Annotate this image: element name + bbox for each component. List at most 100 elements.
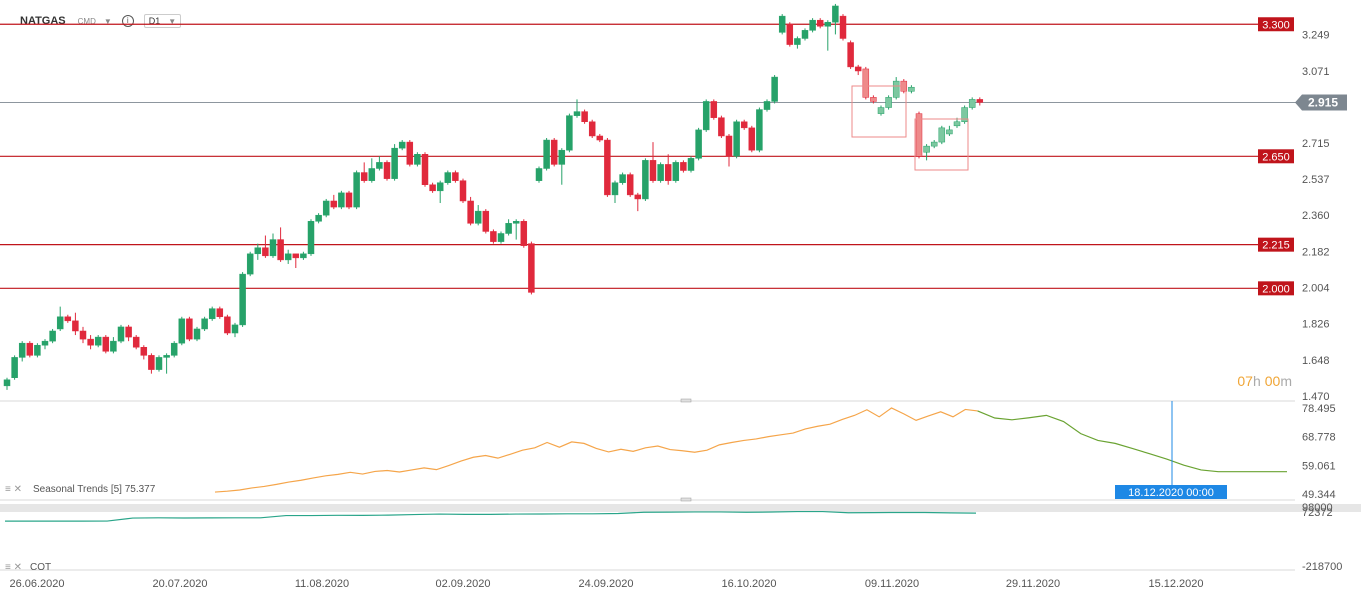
- candle[interactable]: [550, 139, 558, 165]
- candle[interactable]: [277, 239, 284, 261]
- candle[interactable]: [87, 338, 94, 346]
- candle[interactable]: [429, 184, 436, 192]
- candle[interactable]: [148, 355, 155, 370]
- candle[interactable]: [170, 342, 178, 356]
- candle[interactable]: [664, 164, 672, 181]
- candle[interactable]: [794, 38, 801, 45]
- pattern-box[interactable]: [914, 118, 969, 171]
- candle[interactable]: [193, 328, 201, 340]
- candle[interactable]: [140, 346, 148, 356]
- candle[interactable]: [862, 68, 870, 98]
- candle[interactable]: [535, 168, 543, 181]
- candle[interactable]: [604, 139, 611, 196]
- candle[interactable]: [725, 135, 733, 157]
- candle[interactable]: [284, 253, 292, 261]
- candle[interactable]: [634, 194, 642, 200]
- candle[interactable]: [596, 135, 604, 141]
- pane-resize-handle[interactable]: [680, 398, 692, 403]
- candle[interactable]: [885, 97, 892, 108]
- candle[interactable]: [953, 121, 961, 127]
- candle[interactable]: [178, 318, 186, 344]
- candle[interactable]: [581, 111, 588, 123]
- candle[interactable]: [300, 253, 307, 259]
- candle[interactable]: [345, 192, 353, 208]
- menu-close-icon[interactable]: ≡ ✕: [5, 484, 22, 495]
- candle[interactable]: [459, 180, 467, 202]
- candle[interactable]: [512, 221, 520, 224]
- candle[interactable]: [809, 19, 816, 31]
- candle[interactable]: [360, 172, 368, 181]
- candle[interactable]: [254, 247, 262, 255]
- candle[interactable]: [452, 172, 459, 181]
- candle[interactable]: [102, 336, 110, 352]
- candle[interactable]: [163, 355, 170, 358]
- candle[interactable]: [353, 172, 360, 208]
- candle[interactable]: [125, 326, 132, 338]
- timeframe-select[interactable]: D1 ▼: [143, 14, 182, 28]
- candle[interactable]: [421, 154, 429, 185]
- candle[interactable]: [824, 21, 832, 27]
- pattern-box[interactable]: [851, 85, 907, 138]
- info-circle-icon[interactable]: i: [121, 15, 134, 27]
- candle[interactable]: [771, 76, 778, 102]
- candle[interactable]: [383, 162, 391, 179]
- candle[interactable]: [611, 182, 619, 196]
- candle[interactable]: [976, 99, 984, 103]
- candle[interactable]: [201, 318, 208, 330]
- candle[interactable]: [117, 326, 125, 342]
- candle[interactable]: [490, 231, 497, 242]
- candle[interactable]: [338, 192, 345, 208]
- candle[interactable]: [718, 117, 725, 137]
- candle[interactable]: [520, 221, 528, 246]
- candle[interactable]: [816, 19, 824, 27]
- candle[interactable]: [763, 101, 771, 110]
- candle[interactable]: [414, 154, 421, 165]
- candle[interactable]: [908, 86, 915, 92]
- candle[interactable]: [94, 336, 102, 346]
- candle[interactable]: [467, 200, 474, 224]
- candle[interactable]: [832, 5, 839, 23]
- candle[interactable]: [11, 357, 18, 378]
- seasonal-indicator-label[interactable]: ≡ ✕ Seasonal Trends [5] 75.377: [5, 484, 156, 495]
- candle[interactable]: [56, 316, 64, 330]
- candle[interactable]: [680, 162, 687, 171]
- candle[interactable]: [246, 253, 254, 275]
- candle[interactable]: [3, 379, 11, 387]
- candle[interactable]: [626, 174, 634, 196]
- candle[interactable]: [870, 97, 877, 102]
- candle[interactable]: [938, 127, 946, 143]
- candle[interactable]: [482, 210, 490, 232]
- candle[interactable]: [657, 164, 664, 181]
- candle[interactable]: [528, 243, 535, 293]
- candle[interactable]: [49, 330, 56, 342]
- candle[interactable]: [946, 129, 953, 135]
- candle[interactable]: [702, 101, 710, 131]
- candle[interactable]: [18, 342, 26, 358]
- candle[interactable]: [566, 115, 573, 151]
- candle[interactable]: [34, 344, 41, 356]
- candle[interactable]: [239, 273, 246, 326]
- candle[interactable]: [748, 127, 756, 151]
- chevron-down-icon[interactable]: ▼: [103, 16, 112, 26]
- candle[interactable]: [406, 141, 414, 165]
- candle[interactable]: [474, 210, 482, 224]
- candle[interactable]: [497, 233, 505, 242]
- candle[interactable]: [26, 342, 34, 356]
- pane-resize-handle[interactable]: [680, 497, 692, 502]
- candle[interactable]: [740, 121, 748, 129]
- candle[interactable]: [961, 107, 968, 123]
- candle[interactable]: [436, 182, 444, 192]
- candle[interactable]: [877, 107, 885, 114]
- candle[interactable]: [376, 162, 383, 169]
- candle[interactable]: [330, 200, 338, 208]
- candle[interactable]: [368, 168, 376, 181]
- candle[interactable]: [695, 129, 702, 159]
- candle[interactable]: [224, 316, 231, 334]
- candle[interactable]: [786, 24, 794, 45]
- candle[interactable]: [923, 145, 930, 153]
- candle[interactable]: [915, 113, 923, 157]
- candle[interactable]: [444, 172, 452, 183]
- candle[interactable]: [642, 160, 649, 200]
- candle[interactable]: [292, 253, 300, 259]
- candle[interactable]: [756, 109, 763, 151]
